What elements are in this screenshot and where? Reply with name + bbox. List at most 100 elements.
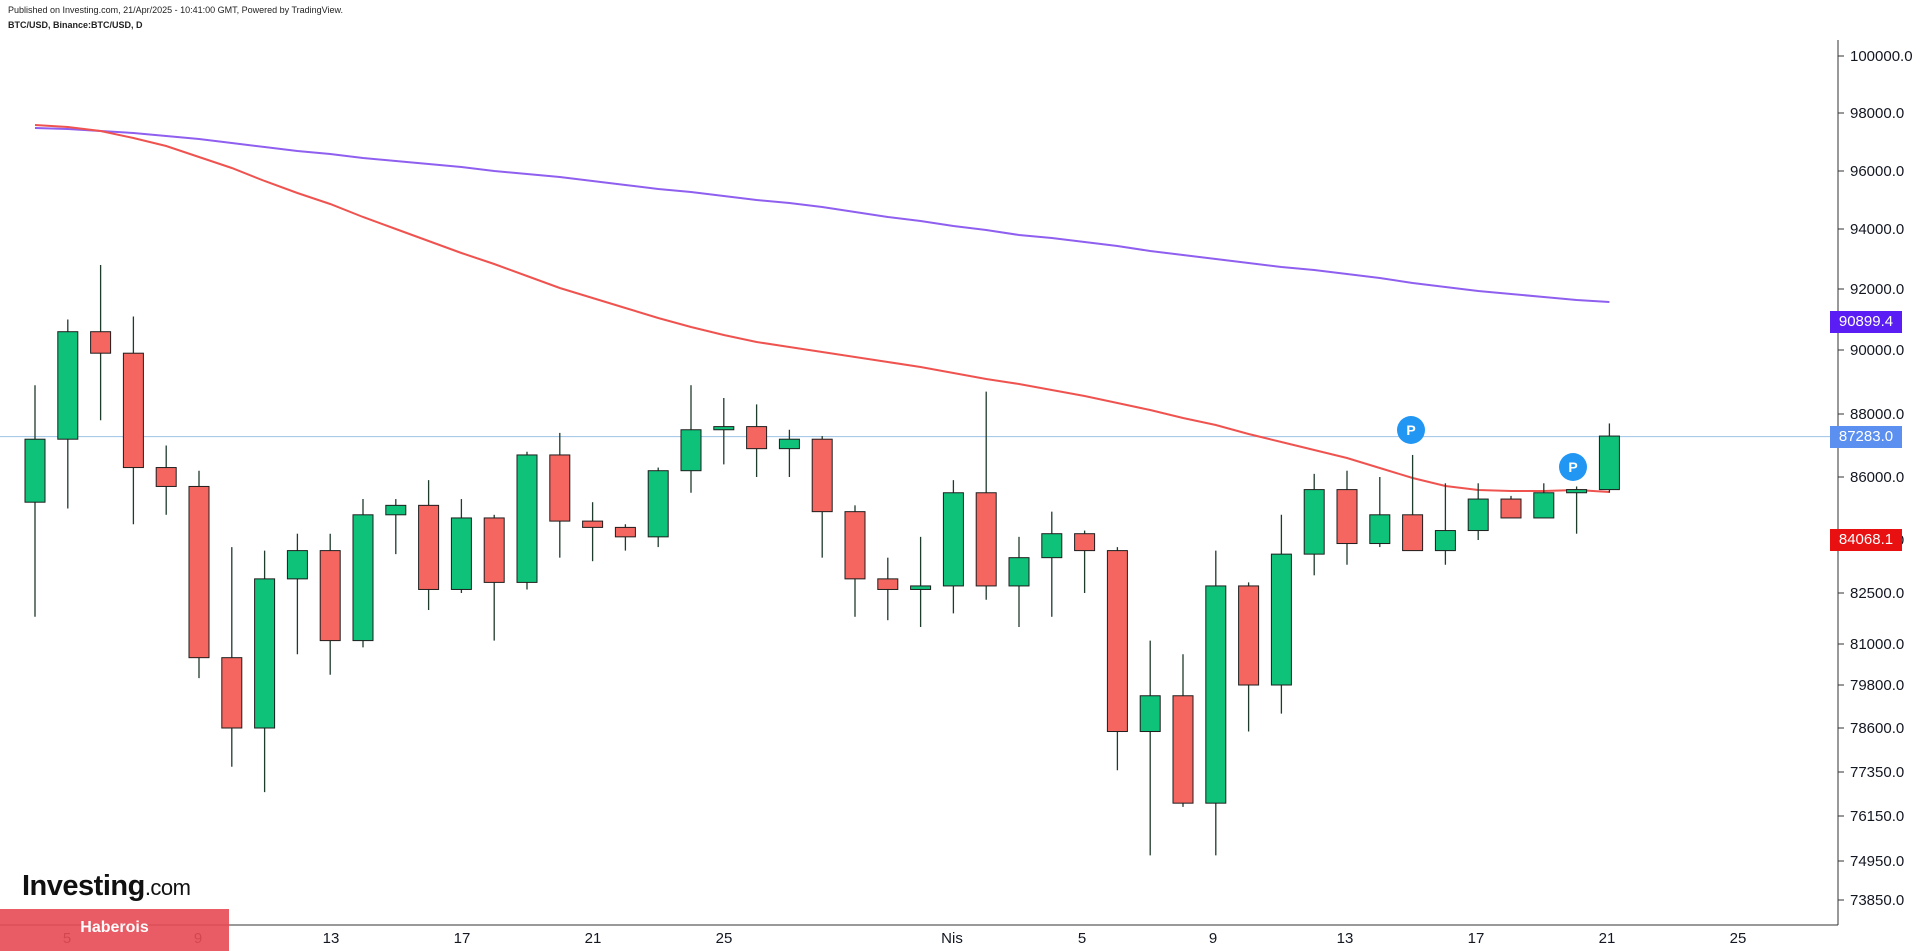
- candle: [811, 436, 833, 558]
- x-tick-label: Nis: [941, 930, 963, 947]
- candle: [549, 432, 571, 558]
- candle: [1270, 514, 1292, 714]
- candle: [1533, 483, 1555, 519]
- candle: [155, 445, 177, 515]
- candle-body: [647, 470, 669, 538]
- candle: [1369, 477, 1391, 548]
- candle-body: [286, 550, 308, 580]
- candle-body: [516, 454, 538, 583]
- candle-body: [385, 504, 407, 516]
- x-tick-label: 5: [1078, 930, 1086, 947]
- y-tick-label: 79800.0: [1850, 677, 1904, 694]
- candles: [24, 265, 1620, 856]
- candle-body: [221, 657, 243, 729]
- candle: [647, 467, 669, 548]
- candle-body: [155, 467, 177, 487]
- candle-body: [418, 504, 440, 590]
- y-tick-label: 86000.0: [1850, 469, 1904, 486]
- p-marker[interactable]: P: [1559, 453, 1587, 481]
- candle: [713, 398, 735, 465]
- candle: [1238, 582, 1260, 732]
- y-tick-label: 81000.0: [1850, 636, 1904, 653]
- candle: [1303, 473, 1325, 576]
- candle-body: [1074, 533, 1096, 552]
- candle-body: [1106, 550, 1128, 733]
- markers: PP: [1397, 416, 1587, 481]
- candle-body: [778, 438, 800, 450]
- candle: [942, 480, 964, 614]
- candle-body: [1238, 585, 1260, 686]
- candle-body: [713, 426, 735, 431]
- candle-body: [24, 438, 46, 503]
- candle: [221, 547, 243, 767]
- y-tick-label: 98000.0: [1850, 105, 1904, 122]
- moving-average-lines: [34, 124, 1610, 493]
- candle-body: [319, 550, 341, 642]
- candle: [286, 533, 308, 655]
- p-marker-circle[interactable]: [1397, 416, 1425, 444]
- candle: [1041, 511, 1063, 617]
- candle-body: [122, 352, 144, 469]
- investing-logo: Investing.com: [22, 870, 191, 903]
- x-tick-label: 25: [1730, 930, 1747, 947]
- candle-body: [746, 426, 768, 450]
- candle-body: [1500, 498, 1522, 519]
- candle-body: [680, 429, 702, 472]
- candle: [1106, 547, 1128, 771]
- y-tick-label: 90000.0: [1850, 342, 1904, 359]
- candle: [1074, 530, 1096, 593]
- candle-body: [1205, 585, 1227, 804]
- candle: [844, 505, 866, 617]
- x-tick-label: 25: [716, 930, 733, 947]
- candle-body: [811, 438, 833, 513]
- logo-suffix: .com: [144, 875, 191, 900]
- candle-body: [1303, 489, 1325, 555]
- candle: [385, 499, 407, 555]
- candle: [582, 502, 604, 562]
- candle-body: [483, 517, 505, 583]
- candle-body: [549, 454, 571, 522]
- candle: [516, 451, 538, 590]
- candle: [1336, 470, 1358, 565]
- x-tick-label: 13: [323, 930, 340, 947]
- candle-body: [1598, 435, 1620, 491]
- x-tick-label: 17: [1468, 930, 1485, 947]
- candle: [24, 385, 46, 617]
- candle: [188, 470, 210, 679]
- p-marker-label: P: [1406, 422, 1415, 438]
- candle: [680, 385, 702, 493]
- candle-body: [1270, 553, 1292, 686]
- ma-fast-price-tag: 84068.1: [1830, 529, 1902, 551]
- p-marker-label: P: [1568, 459, 1577, 475]
- candle: [778, 429, 800, 477]
- candle: [1172, 654, 1194, 807]
- p-marker-circle[interactable]: [1559, 453, 1587, 481]
- y-tick-label: 74950.0: [1850, 853, 1904, 870]
- y-tick-label: 78600.0: [1850, 720, 1904, 737]
- candle-body: [614, 526, 636, 538]
- candle-body: [57, 331, 79, 440]
- candle-body: [1533, 492, 1555, 519]
- x-tick-label: 21: [1599, 930, 1616, 947]
- candle-body: [450, 517, 472, 590]
- candle: [1434, 483, 1456, 565]
- candle: [877, 557, 899, 621]
- symbol-title: BTC/USD, Binance:BTC/USD, D: [8, 20, 143, 30]
- candle-body: [1041, 533, 1063, 559]
- ma-fast-line: [34, 124, 1610, 493]
- candle: [57, 319, 79, 509]
- p-marker[interactable]: P: [1397, 416, 1425, 444]
- candle-body: [188, 485, 210, 659]
- candle-body: [1402, 514, 1424, 552]
- x-tick-label: 9: [1209, 930, 1217, 947]
- candle-body: [942, 492, 964, 587]
- candle-body: [582, 520, 604, 528]
- candle-body: [1336, 489, 1358, 545]
- candle: [1205, 550, 1227, 856]
- candle-body: [1172, 695, 1194, 804]
- candle-body: [877, 578, 899, 590]
- y-tick-label: 73850.0: [1850, 892, 1904, 909]
- candle: [910, 536, 932, 627]
- candle-body: [975, 492, 997, 587]
